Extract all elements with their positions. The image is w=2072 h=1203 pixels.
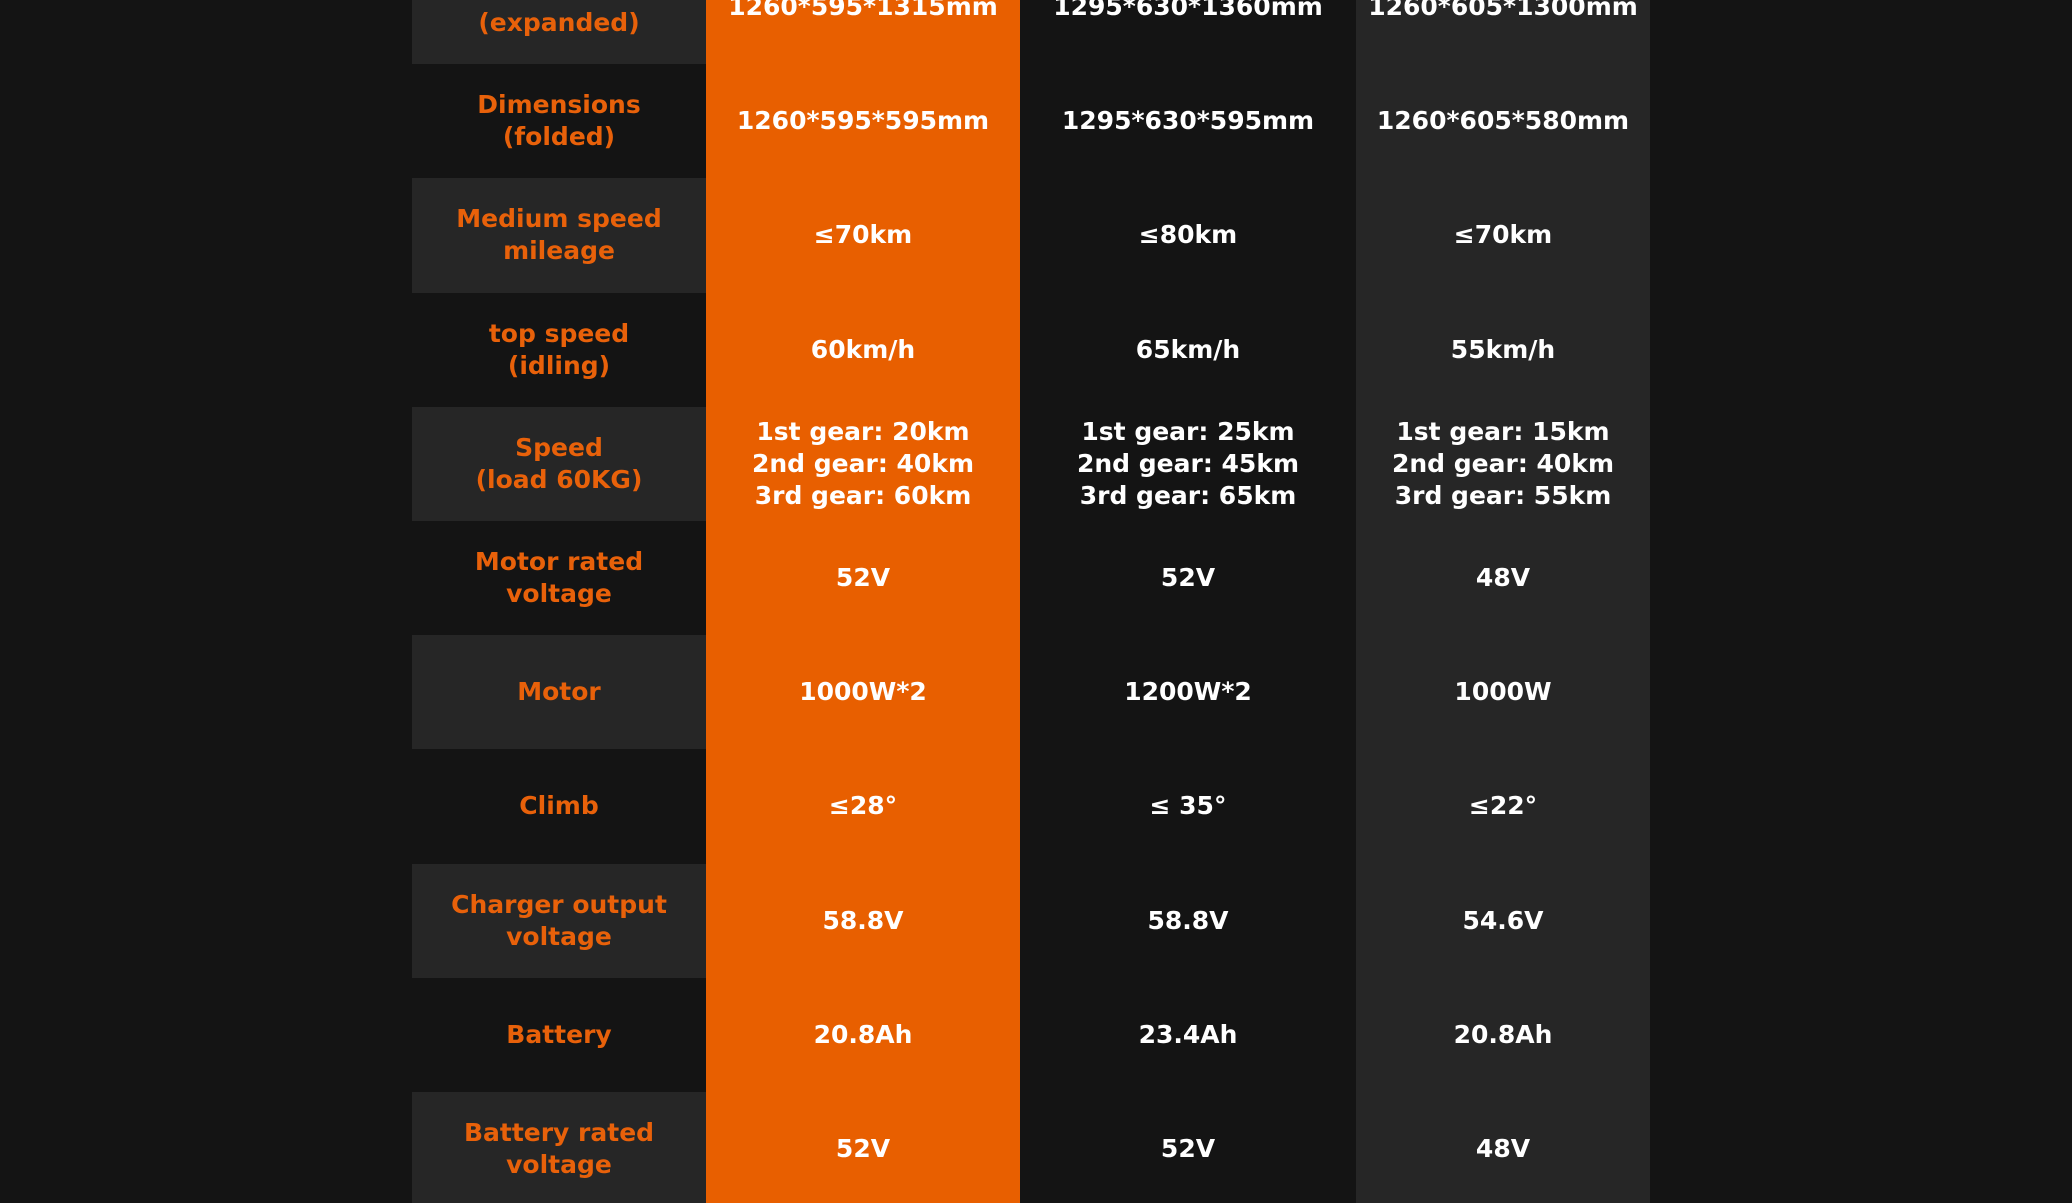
spec-value: 1st gear: 25km 2nd gear: 45km 3rd gear: … <box>1076 416 1299 510</box>
row-label: Charger output voltage <box>451 889 667 951</box>
spec-value: 54.6V <box>1462 905 1544 935</box>
spec-value: ≤22° <box>1468 791 1538 821</box>
spec-value: 20.8Ah <box>1453 1019 1553 1049</box>
spec-value: 1200W*2 <box>1124 677 1252 707</box>
spec-value: ≤28° <box>828 791 898 821</box>
label-cell-background <box>412 178 706 293</box>
spec-value: 52V <box>1160 1134 1216 1164</box>
row-label: Speed (load 60KG) <box>475 432 643 494</box>
spec-value: 52V <box>835 1134 891 1164</box>
spec-value: 1260*605*580mm <box>1376 106 1630 136</box>
spec-value: 60km/h <box>810 334 916 364</box>
spec-value: 1000W*2 <box>799 677 927 707</box>
spec-value: 52V <box>835 563 891 593</box>
label-cell-background <box>412 1092 706 1203</box>
spec-value: ≤80km <box>1138 220 1238 250</box>
third-column <box>1356 0 1650 1203</box>
spec-value: ≤70km <box>813 220 913 250</box>
spec-value: 1260*595*1315mm <box>728 0 998 22</box>
label-cell-background <box>412 406 706 521</box>
spec-value: 20.8Ah <box>813 1019 913 1049</box>
row-label: Climb <box>519 791 599 821</box>
spec-value: 55km/h <box>1450 334 1556 364</box>
label-cell-background <box>412 635 706 750</box>
row-label: top speed (idling) <box>488 318 630 380</box>
spec-value: 58.8V <box>822 905 904 935</box>
spec-value: 52V <box>1160 563 1216 593</box>
spec-value: 1st gear: 15km 2nd gear: 40km 3rd gear: … <box>1391 416 1614 510</box>
row-label: Battery <box>506 1019 612 1049</box>
label-cell-background <box>412 0 706 65</box>
row-label: Medium speed mileage <box>456 204 662 266</box>
row-label: Dimensions (folded) <box>477 90 641 152</box>
spec-value: 1260*595*595mm <box>736 106 990 136</box>
spec-value: 1260*605*1300mm <box>1368 0 1638 22</box>
row-label: Motor <box>517 677 601 707</box>
spec-value: 1295*630*1360mm <box>1053 0 1323 22</box>
row-label: Motor rated voltage <box>474 547 644 609</box>
spec-value: 48V <box>1475 1134 1531 1164</box>
spec-value: 1000W <box>1454 677 1552 707</box>
spec-value: 48V <box>1475 563 1531 593</box>
spec-value: 1st gear: 20km 2nd gear: 40km 3rd gear: … <box>751 416 974 510</box>
spec-value: ≤70km <box>1453 220 1553 250</box>
spec-value: ≤ 35° <box>1149 791 1227 821</box>
spec-value: 23.4Ah <box>1138 1019 1238 1049</box>
highlight-column <box>706 0 1020 1203</box>
label-cell-background <box>412 863 706 978</box>
spec-value: 1295*630*595mm <box>1061 106 1315 136</box>
row-label: Dimensions (expanded) <box>477 0 640 38</box>
spec-value: 58.8V <box>1147 905 1229 935</box>
spec-value: 65km/h <box>1135 334 1241 364</box>
row-label: Battery rated voltage <box>463 1118 655 1180</box>
